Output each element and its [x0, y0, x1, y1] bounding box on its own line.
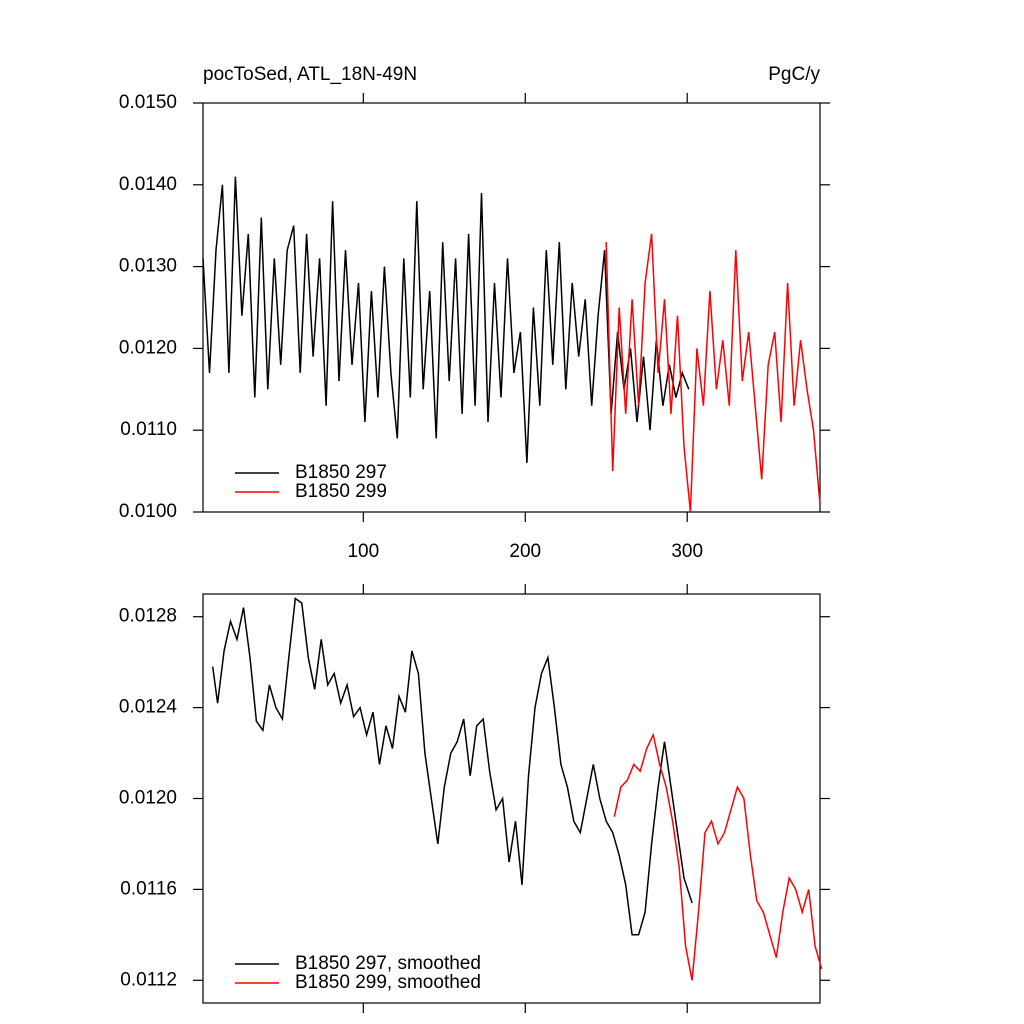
series-line [202, 176, 690, 463]
y-tick-label: 0.0150 [119, 92, 177, 113]
y-tick-label: 0.0128 [119, 606, 177, 627]
y-tick-label: 0.0124 [119, 697, 178, 718]
y-tick-label: 0.0140 [119, 174, 177, 195]
plot-frame [202, 102, 821, 513]
series-line [211, 597, 693, 936]
y-tick-label: 0.0120 [119, 788, 177, 809]
series-line [613, 732, 823, 981]
legend-label: B1850 299, smoothed [295, 972, 481, 993]
y-tick-label: 0.0100 [119, 501, 177, 522]
legend-label: B1850 297, smoothed [295, 953, 481, 974]
y-tick-label: 0.0130 [119, 256, 177, 277]
x-tick-label: 100 [347, 541, 379, 562]
y-tick-label: 0.0110 [120, 419, 177, 440]
y-tick-label: 0.0116 [120, 878, 177, 899]
legend-label: B1850 299 [295, 481, 387, 502]
y-tick-label: 0.0112 [120, 969, 177, 990]
legend-label: B1850 297 [295, 462, 387, 483]
series-line [605, 233, 821, 513]
units-label: PgC/y [768, 64, 820, 85]
plot-frame [202, 593, 821, 1004]
x-tick-label: 200 [509, 541, 541, 562]
chart-title: pocToSed, ATL_18N-49N [203, 64, 417, 85]
x-tick-label: 300 [671, 541, 703, 562]
y-tick-label: 0.0120 [119, 337, 177, 358]
